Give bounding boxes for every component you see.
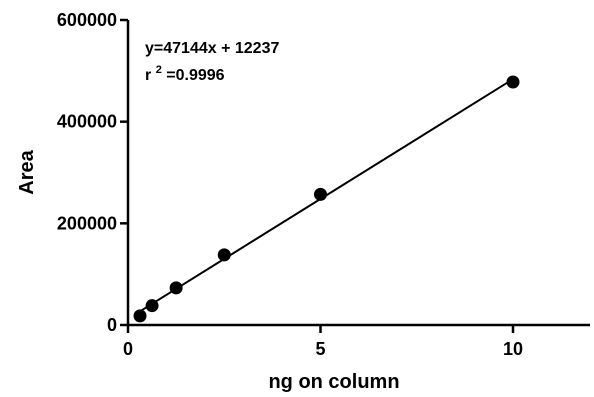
data-points bbox=[133, 75, 520, 323]
r-squared-label: r 2 =0.9996 bbox=[145, 60, 225, 84]
x-tick-label: 10 bbox=[503, 339, 523, 359]
x-ticks: 0 5 10 bbox=[123, 325, 523, 359]
data-point bbox=[169, 281, 183, 295]
y-tick-label: 400000 bbox=[57, 112, 117, 132]
r-squared-value: =0.9996 bbox=[166, 67, 224, 84]
y-axis-title: Area bbox=[16, 149, 38, 194]
r-squared-superscript: 2 bbox=[156, 64, 162, 76]
data-point bbox=[314, 187, 327, 201]
x-axis-title: ng on column bbox=[268, 371, 399, 393]
x-tick-label: 5 bbox=[315, 339, 325, 359]
y-tick-label: 0 bbox=[107, 315, 117, 335]
data-point bbox=[217, 248, 231, 262]
axes bbox=[126, 20, 590, 327]
r-squared-prefix: r bbox=[145, 67, 151, 84]
data-point bbox=[506, 75, 520, 89]
data-point bbox=[133, 309, 147, 323]
equation-label: y=47144x + 12237 bbox=[145, 40, 279, 57]
data-point bbox=[145, 299, 159, 313]
x-tick-label: 0 bbox=[123, 339, 133, 359]
y-ticks: 0 200000 400000 600000 bbox=[57, 10, 128, 335]
y-tick-label: 200000 bbox=[57, 213, 117, 233]
y-tick-label: 600000 bbox=[57, 10, 117, 30]
